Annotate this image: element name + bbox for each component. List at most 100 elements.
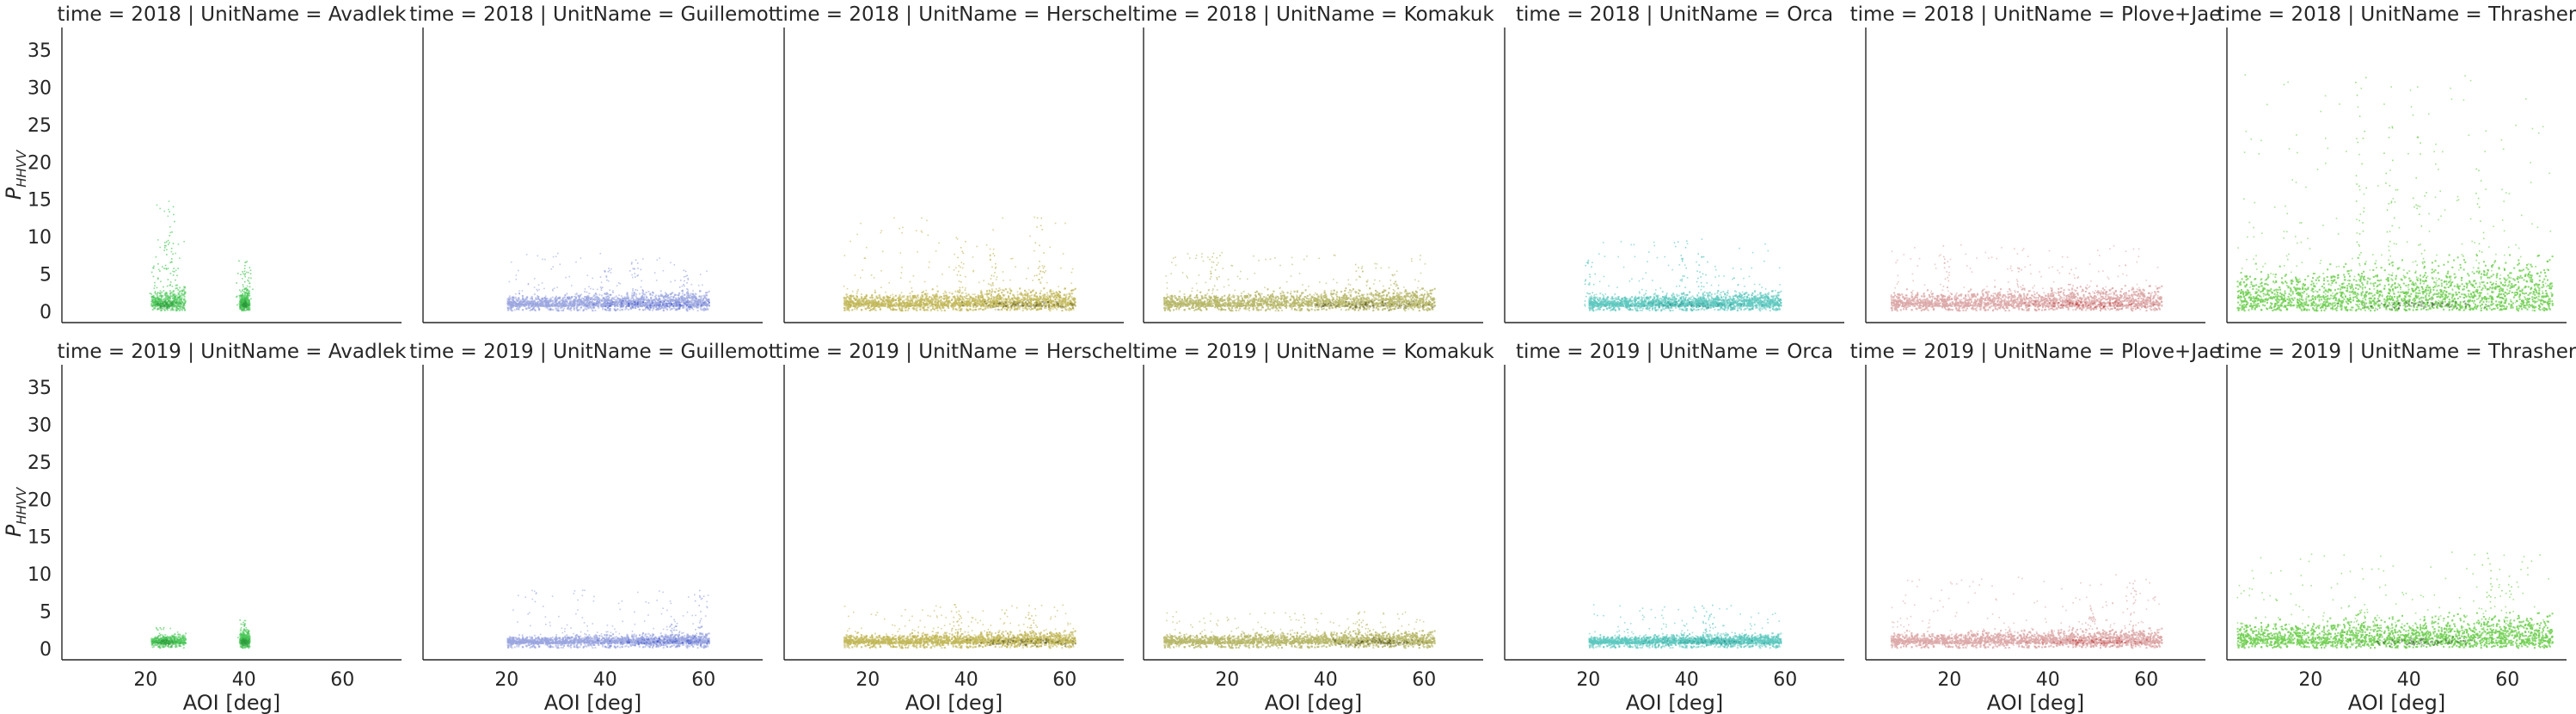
point xyxy=(179,290,181,292)
point xyxy=(159,290,162,292)
point xyxy=(246,305,248,308)
point xyxy=(922,305,924,308)
point xyxy=(659,301,661,304)
point xyxy=(640,296,642,299)
point xyxy=(250,277,252,280)
point xyxy=(936,309,939,311)
point xyxy=(587,307,590,310)
point xyxy=(241,305,243,306)
point xyxy=(179,286,181,289)
point xyxy=(659,304,661,306)
point xyxy=(636,303,639,305)
point xyxy=(163,303,164,305)
point xyxy=(1013,302,1015,305)
point xyxy=(631,301,634,304)
point xyxy=(168,200,170,202)
point xyxy=(246,305,248,307)
point xyxy=(620,295,623,298)
point xyxy=(584,307,586,310)
point xyxy=(248,305,250,307)
point xyxy=(646,306,648,308)
point xyxy=(524,304,526,306)
point xyxy=(555,309,558,311)
point xyxy=(248,267,251,268)
point xyxy=(644,308,647,311)
point xyxy=(155,255,157,258)
point xyxy=(696,300,699,303)
point xyxy=(593,304,596,306)
point xyxy=(576,307,579,310)
point xyxy=(602,299,604,302)
point xyxy=(680,298,683,299)
point xyxy=(691,303,693,305)
point xyxy=(578,299,580,301)
point xyxy=(682,299,684,301)
point xyxy=(168,243,169,245)
point xyxy=(564,294,567,297)
point xyxy=(689,297,691,299)
point xyxy=(669,302,672,305)
point xyxy=(244,304,247,306)
point xyxy=(706,307,708,310)
point xyxy=(518,308,520,311)
point xyxy=(165,301,168,304)
point xyxy=(169,309,172,311)
point xyxy=(593,296,596,299)
point xyxy=(242,305,245,307)
point xyxy=(171,305,174,308)
point xyxy=(159,303,162,305)
point xyxy=(638,308,641,311)
point xyxy=(165,268,168,270)
point xyxy=(632,288,634,290)
point xyxy=(544,295,547,297)
point xyxy=(702,299,704,302)
point xyxy=(243,291,245,293)
point xyxy=(169,305,171,307)
point xyxy=(598,299,600,301)
point xyxy=(581,305,583,306)
point xyxy=(169,301,171,304)
point xyxy=(902,295,905,298)
point xyxy=(598,293,601,296)
point xyxy=(909,292,911,295)
point xyxy=(634,306,636,308)
point xyxy=(512,296,514,299)
point xyxy=(561,302,563,304)
point xyxy=(543,299,546,302)
point xyxy=(156,300,159,303)
point xyxy=(156,294,158,297)
point xyxy=(607,295,609,297)
point xyxy=(643,299,646,301)
point xyxy=(666,294,669,297)
point xyxy=(242,303,245,305)
point xyxy=(169,285,171,286)
point xyxy=(183,299,186,302)
point xyxy=(150,292,153,295)
point xyxy=(248,282,251,285)
point xyxy=(177,302,180,304)
point xyxy=(610,299,613,302)
y-tick-label: 0 xyxy=(40,302,52,323)
point xyxy=(582,299,585,302)
point xyxy=(549,305,551,307)
point xyxy=(670,262,672,264)
point xyxy=(554,305,556,307)
point xyxy=(169,273,172,274)
point xyxy=(618,300,621,303)
point xyxy=(561,305,563,307)
point xyxy=(563,307,566,310)
point xyxy=(628,304,630,306)
point xyxy=(683,269,685,272)
point xyxy=(589,306,592,309)
point xyxy=(607,302,610,305)
point xyxy=(596,304,598,306)
point xyxy=(518,301,521,304)
point xyxy=(672,305,675,307)
point xyxy=(175,306,178,309)
point xyxy=(248,308,251,311)
point xyxy=(618,294,620,296)
point xyxy=(605,275,608,277)
point xyxy=(567,298,570,300)
point xyxy=(602,308,604,311)
point xyxy=(175,252,176,255)
